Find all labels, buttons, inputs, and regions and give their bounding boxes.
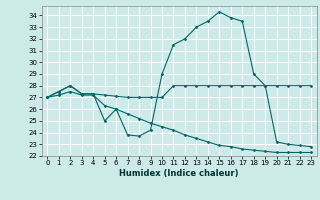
X-axis label: Humidex (Indice chaleur): Humidex (Indice chaleur) xyxy=(119,169,239,178)
